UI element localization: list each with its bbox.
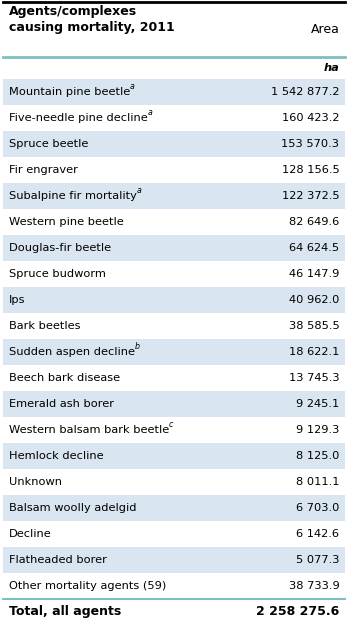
Text: a: a — [130, 82, 135, 91]
Text: Total, all agents: Total, all agents — [9, 605, 121, 618]
Bar — [3, 573, 345, 599]
Text: 13 745.3: 13 745.3 — [289, 373, 339, 383]
Text: Spruce beetle: Spruce beetle — [9, 139, 88, 149]
Text: Western pine beetle: Western pine beetle — [9, 217, 124, 227]
Bar — [3, 469, 345, 495]
Text: 2 258 275.6: 2 258 275.6 — [256, 605, 339, 618]
Text: 82 649.6: 82 649.6 — [289, 217, 339, 227]
Text: Douglas-fir beetle: Douglas-fir beetle — [9, 243, 111, 253]
Bar — [3, 131, 345, 157]
Text: Emerald ash borer: Emerald ash borer — [9, 399, 114, 409]
Bar — [3, 2, 345, 57]
Text: 8 125.0: 8 125.0 — [296, 451, 339, 461]
Text: Mountain pine beetle: Mountain pine beetle — [9, 87, 130, 97]
Bar — [3, 547, 345, 573]
Text: 46 147.9: 46 147.9 — [289, 269, 339, 279]
Text: Five-needle pine decline: Five-needle pine decline — [9, 113, 148, 123]
Bar — [3, 313, 345, 339]
Bar — [3, 599, 345, 624]
Text: 18 622.1: 18 622.1 — [289, 347, 339, 357]
Text: Hemlock decline: Hemlock decline — [9, 451, 103, 461]
Text: 64 624.5: 64 624.5 — [289, 243, 339, 253]
Text: Area: Area — [310, 23, 339, 36]
Bar — [3, 495, 345, 521]
Bar — [3, 261, 345, 287]
Bar — [3, 209, 345, 235]
Text: 9 245.1: 9 245.1 — [296, 399, 339, 409]
Bar — [3, 287, 345, 313]
Text: Balsam woolly adelgid: Balsam woolly adelgid — [9, 503, 136, 513]
Text: Agents/complexes
causing mortality, 2011: Agents/complexes causing mortality, 2011 — [9, 5, 174, 34]
Text: Western balsam bark beetle: Western balsam bark beetle — [9, 425, 169, 435]
Bar — [3, 235, 345, 261]
Bar — [3, 443, 345, 469]
Text: Sudden aspen decline: Sudden aspen decline — [9, 347, 135, 357]
Bar — [3, 521, 345, 547]
Text: Ips: Ips — [9, 295, 25, 305]
Text: b: b — [135, 343, 140, 351]
Text: 40 962.0: 40 962.0 — [289, 295, 339, 305]
Bar — [3, 79, 345, 105]
Bar — [3, 183, 345, 209]
Text: Spruce budworm: Spruce budworm — [9, 269, 105, 279]
Bar — [3, 157, 345, 183]
Bar — [3, 57, 345, 79]
Text: Other mortality agents (59): Other mortality agents (59) — [9, 581, 166, 591]
Text: ha: ha — [324, 63, 339, 73]
Text: a: a — [148, 109, 152, 117]
Bar — [3, 365, 345, 391]
Text: 9 129.3: 9 129.3 — [296, 425, 339, 435]
Text: 5 077.3: 5 077.3 — [296, 555, 339, 565]
Bar — [3, 391, 345, 417]
Text: a: a — [136, 187, 141, 195]
Text: 38 585.5: 38 585.5 — [288, 321, 339, 331]
Text: Beech bark disease: Beech bark disease — [9, 373, 120, 383]
Text: Unknown: Unknown — [9, 477, 62, 487]
Text: c: c — [169, 421, 173, 429]
Text: 122 372.5: 122 372.5 — [282, 191, 339, 201]
Bar — [3, 417, 345, 443]
Bar — [3, 105, 345, 131]
Text: 38 733.9: 38 733.9 — [288, 581, 339, 591]
Text: Fir engraver: Fir engraver — [9, 165, 78, 175]
Text: 128 156.5: 128 156.5 — [282, 165, 339, 175]
Text: 8 011.1: 8 011.1 — [296, 477, 339, 487]
Text: 160 423.2: 160 423.2 — [282, 113, 339, 123]
Text: 6 142.6: 6 142.6 — [296, 529, 339, 539]
Text: Decline: Decline — [9, 529, 52, 539]
Text: 6 703.0: 6 703.0 — [296, 503, 339, 513]
Bar — [3, 339, 345, 365]
Text: 1 542 877.2: 1 542 877.2 — [271, 87, 339, 97]
Text: 153 570.3: 153 570.3 — [281, 139, 339, 149]
Text: Bark beetles: Bark beetles — [9, 321, 80, 331]
Text: Subalpine fir mortality: Subalpine fir mortality — [9, 191, 136, 201]
Text: Flatheaded borer: Flatheaded borer — [9, 555, 106, 565]
